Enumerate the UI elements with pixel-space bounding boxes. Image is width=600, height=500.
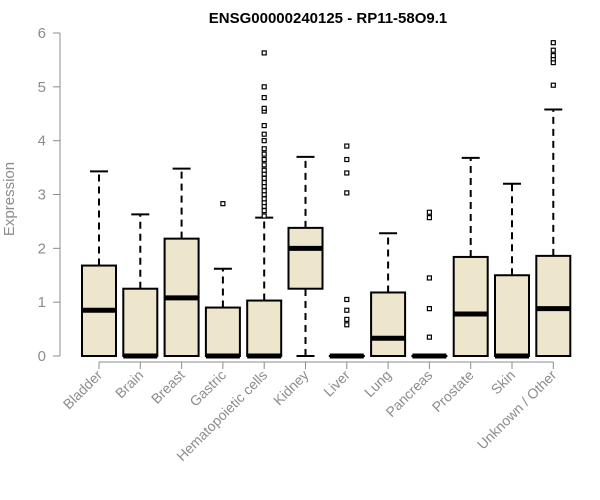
outlier-point [550,40,556,46]
outlier-point [261,208,267,214]
box-body [287,226,324,290]
y-tick-label: 2 [38,240,46,257]
y-tick-label: 5 [38,79,46,96]
box-brain [122,213,159,359]
box-prostate [452,156,489,357]
box-gastric [204,201,241,359]
outlier-point [344,296,350,303]
outlier-point [344,156,350,163]
x-tick-label: Brain [112,367,146,401]
outlier-point [344,170,350,176]
box-body [370,291,407,357]
x-tick-label: Skin [488,367,519,398]
outlier-point [261,167,267,173]
box-hematopoietic-cells [246,50,283,359]
outlier-point [261,50,267,56]
outlier-point [550,82,556,88]
box-body [122,287,159,358]
plot-area [81,40,572,359]
outlier-point [261,156,267,163]
outlier-point [261,138,267,144]
outlier-point [426,306,432,312]
outlier-point [426,334,432,340]
outlier-point [261,105,267,111]
outlier-point [261,188,267,194]
y-axis-label: Expression [1,162,18,236]
box-pancreas [411,209,448,359]
box-body [204,306,241,357]
outlier-point [261,151,267,157]
outlier-point [261,146,267,152]
outlier-point [344,143,350,149]
box-body [452,255,489,357]
box-unknown-other [535,40,572,357]
box-breast [163,167,200,357]
box-kidney [287,155,324,357]
box-bladder [81,170,117,357]
x-tick-label: Kidney [270,367,312,409]
outlier-point [344,190,350,196]
outlier-point [261,196,267,202]
box-body [494,274,530,357]
box-lung [370,232,407,357]
box-body [246,299,283,357]
x-tick-label: Prostate [429,367,477,415]
outlier-point [550,47,556,53]
box-skin [494,182,530,359]
outlier-point [220,201,226,207]
outlier-point [261,84,267,90]
y-axis: 0 1 2 3 4 5 6 [38,25,61,365]
x-tick-label: Bladder [60,367,106,413]
y-tick-label: 6 [38,25,46,42]
x-tick-label: Lung [361,367,394,400]
outlier-point [261,162,267,168]
x-tick-label: Liver [320,367,353,400]
y-tick-label: 1 [38,294,46,311]
outlier-point [550,53,556,59]
outlier-point [426,215,432,221]
outlier-point [426,209,432,215]
outlier-point [344,307,350,313]
x-tick-label: Breast [148,367,188,407]
outlier-point [261,122,267,129]
outlier-point [261,175,267,181]
y-tick-label: 3 [38,187,46,204]
box-body [535,254,572,357]
y-tick-label: 4 [38,133,46,150]
outlier-point [344,322,350,328]
outlier-point [344,316,350,322]
y-tick-label: 0 [38,348,46,365]
chart-title: ENSG00000240125 - RP11-58O9.1 [209,10,448,27]
outlier-point [426,275,432,281]
outlier-point [261,94,267,101]
box-liver [328,143,365,359]
outlier-point [261,131,267,137]
outlier-point [261,213,267,219]
outlier-point [261,180,267,186]
